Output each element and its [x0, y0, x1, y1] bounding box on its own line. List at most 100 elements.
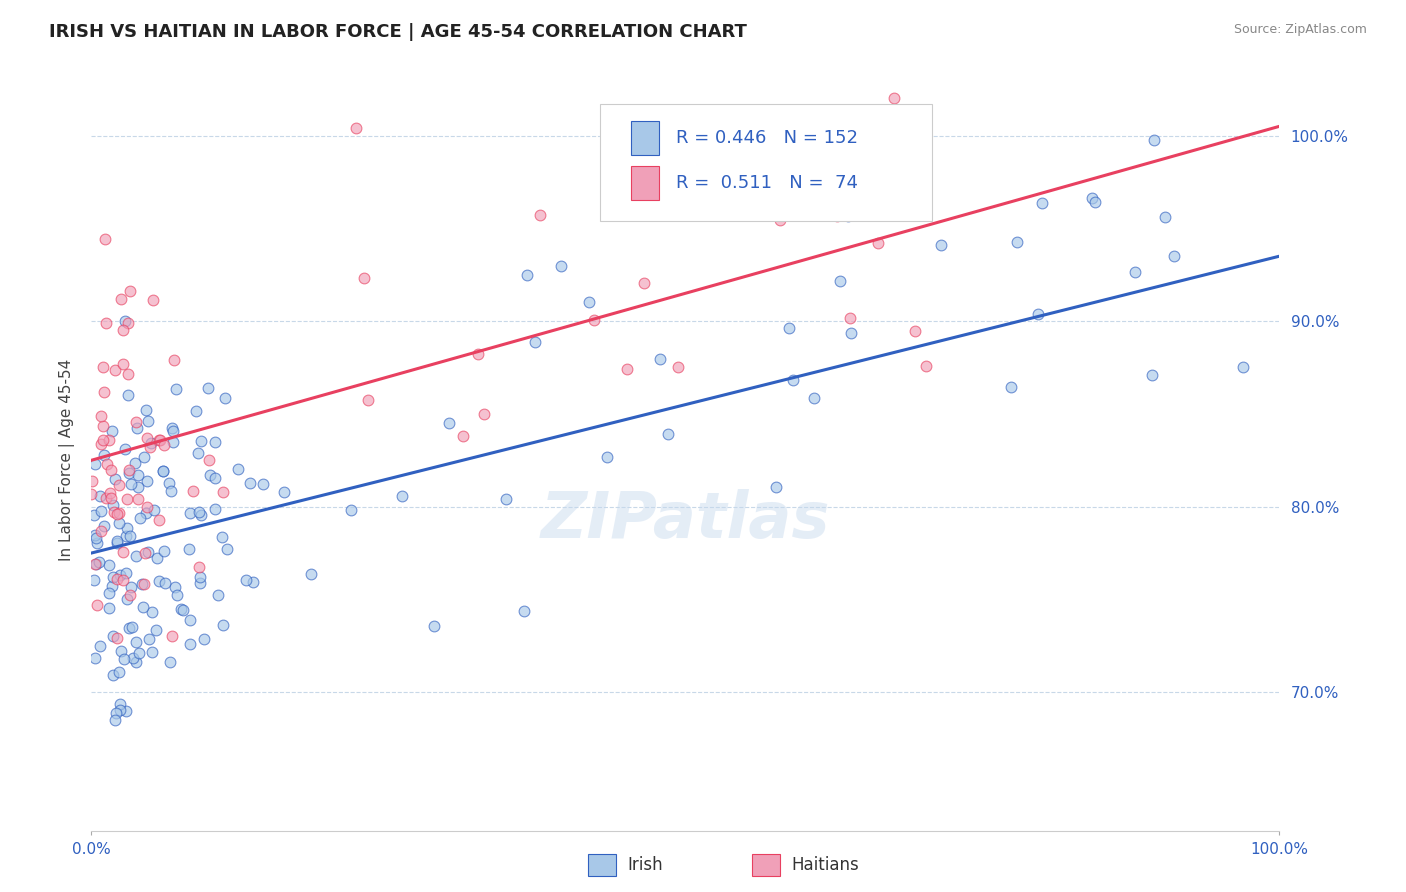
Point	[188, 569, 211, 583]
Point	[110, 292, 132, 306]
Point	[472, 407, 495, 421]
Point	[129, 511, 152, 525]
Point	[100, 491, 122, 505]
Point	[101, 424, 124, 438]
Point	[146, 550, 169, 565]
Point	[1031, 195, 1053, 210]
Point	[1163, 249, 1185, 263]
Point	[90, 504, 112, 518]
Point	[91, 360, 114, 375]
Point	[128, 646, 150, 660]
Point	[84, 557, 107, 571]
Point	[353, 271, 375, 285]
Point	[190, 434, 212, 449]
Point	[198, 453, 221, 467]
Point	[104, 472, 127, 486]
Point	[152, 463, 174, 477]
Point	[148, 513, 170, 527]
Point	[122, 651, 145, 665]
Point	[120, 477, 142, 491]
Point	[391, 489, 413, 503]
Point	[170, 601, 193, 615]
Point	[513, 604, 536, 618]
Point	[83, 574, 105, 588]
Point	[117, 387, 139, 401]
Point	[207, 588, 229, 602]
Point	[299, 567, 322, 582]
Point	[242, 575, 264, 590]
Point	[177, 542, 200, 557]
Text: Irish: Irish	[627, 855, 662, 874]
Point	[163, 352, 186, 367]
Point	[115, 566, 138, 580]
Point	[83, 457, 105, 471]
Point	[108, 567, 131, 582]
Point	[1153, 210, 1175, 224]
Point	[159, 483, 181, 498]
Point	[138, 440, 160, 454]
Point	[184, 404, 207, 418]
Point	[115, 592, 138, 607]
Point	[125, 415, 148, 429]
Point	[132, 450, 155, 464]
Point	[115, 529, 138, 543]
Point	[1232, 359, 1254, 374]
Point	[131, 577, 153, 591]
Point	[197, 381, 219, 395]
Point	[782, 373, 804, 387]
Point	[94, 316, 117, 330]
Point	[127, 420, 149, 434]
Point	[495, 491, 517, 506]
Point	[112, 652, 135, 666]
Point	[114, 442, 136, 456]
Point	[114, 314, 136, 328]
Point	[97, 558, 120, 572]
Point	[1000, 379, 1022, 393]
Point	[107, 506, 129, 520]
Point	[84, 531, 107, 545]
Point	[226, 462, 249, 476]
Point	[578, 295, 600, 310]
Point	[451, 428, 474, 442]
Point	[138, 632, 160, 647]
Point	[145, 623, 167, 637]
Point	[127, 491, 149, 506]
Point	[93, 519, 115, 533]
Point	[86, 598, 108, 612]
Point	[127, 468, 149, 483]
Point	[141, 435, 163, 450]
Point	[1028, 307, 1050, 321]
Point	[1084, 194, 1107, 209]
Point	[165, 581, 187, 595]
Point	[1123, 265, 1146, 279]
Point	[135, 506, 157, 520]
Text: ZIPatlas: ZIPatlas	[541, 489, 830, 550]
Point	[105, 632, 128, 646]
Point	[929, 237, 952, 252]
Text: R = 0.446   N = 152: R = 0.446 N = 152	[676, 129, 858, 147]
Point	[837, 210, 859, 224]
Point	[112, 573, 135, 587]
Point	[108, 698, 131, 712]
Point	[101, 498, 124, 512]
Point	[117, 463, 139, 477]
Point	[93, 433, 115, 447]
Point	[98, 485, 121, 500]
Point	[666, 359, 689, 374]
Point	[422, 619, 444, 633]
Point	[839, 326, 862, 341]
Point	[98, 434, 121, 448]
Point	[86, 536, 108, 550]
Point	[467, 347, 489, 361]
Point	[105, 533, 128, 548]
Point	[120, 580, 142, 594]
Point	[187, 446, 209, 460]
Point	[172, 602, 194, 616]
Point	[904, 324, 927, 338]
Point	[105, 572, 128, 586]
Point	[165, 383, 187, 397]
Point	[104, 362, 127, 376]
Point	[1140, 368, 1163, 382]
Point	[118, 284, 141, 298]
Text: Haitians: Haitians	[792, 855, 859, 874]
